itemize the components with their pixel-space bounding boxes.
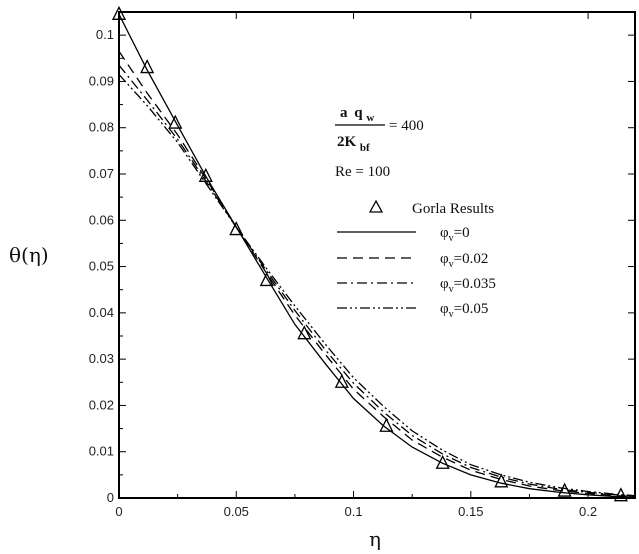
legend-label-phi0-sub: v [449, 233, 454, 244]
legend-label-phi002-sub: v [449, 259, 454, 270]
legend-label-phi005-main: φ [440, 301, 449, 317]
x-axis-title: η [369, 527, 381, 551]
fraction-numerator-q: q [354, 105, 363, 121]
y-tick-label: 0.01 [89, 444, 114, 459]
y-axis-title: θ(η) [9, 243, 49, 267]
fraction-numerator: a q w [340, 105, 374, 124]
gorla-marker [494, 473, 509, 488]
series-line-4 [118, 74, 636, 497]
y-tick-label: 0.07 [89, 166, 114, 181]
legend-label-phi005-rest: =0.05 [454, 301, 489, 317]
fraction-denominator-main: 2K [337, 134, 357, 150]
fraction-denominator: 2K bf [337, 134, 370, 154]
y-tick-label: 0.04 [89, 305, 114, 320]
gorla-marker [140, 59, 155, 74]
legend-label-phi002-rest: =0.02 [454, 251, 489, 267]
y-tick-label: 0.1 [96, 27, 114, 42]
legend-label-phi0-main: φ [440, 225, 449, 241]
annotation-fraction: a q w 2K bf = 400 [335, 105, 424, 154]
gorla-marker [229, 221, 244, 236]
plot-frame [118, 11, 636, 499]
legend-label-phi002: φv=0.02 [440, 251, 488, 270]
series-line-1 [118, 14, 636, 498]
legend-label-phi0035: φv=0.035 [440, 276, 496, 295]
legend-label-phi0-rest: =0 [454, 225, 470, 241]
fraction-denominator-sub: bf [360, 142, 370, 154]
legend-label-phi0035-sub: v [449, 284, 454, 295]
legend-label-phi0035-main: φ [440, 276, 449, 292]
series-line-3 [118, 64, 636, 497]
gorla-marker [168, 114, 183, 129]
legend-label-gorla: Gorla Results [412, 201, 494, 217]
fraction-numerator-sub: w [366, 112, 374, 124]
fraction-numerator-a: a [340, 105, 348, 121]
fraction-value: = 400 [389, 118, 424, 134]
y-tick-label: 0.02 [89, 397, 114, 412]
gorla-marker [259, 272, 274, 287]
gorla-marker [435, 454, 450, 469]
legend-marker-gorla [368, 199, 384, 213]
y-tick-label: 0 [107, 490, 114, 505]
legend-label-phi0: φv=0 [440, 225, 470, 244]
y-tick-label: 0.09 [89, 73, 114, 88]
y-tick-label: 0.05 [89, 259, 114, 274]
x-tick-label: 0.05 [224, 504, 249, 519]
series-layer [111, 5, 636, 502]
legend-label-phi0035-rest: =0.035 [454, 276, 496, 292]
x-tick-label: 0.15 [458, 504, 483, 519]
gorla-marker [334, 373, 349, 388]
y-tick-label: 0.06 [89, 212, 114, 227]
legend-label-phi005-sub: v [449, 309, 454, 320]
reynolds-label: Re = 100 [335, 164, 390, 180]
axes: 0 0.01 0.02 0.03 0.04 0.05 0.06 0.07 0.08 0.09 0.1… [89, 11, 635, 519]
legend-label-phi002-main: φ [440, 251, 449, 267]
gorla-marker [111, 5, 127, 20]
x-tick-label: 0 [115, 504, 122, 519]
x-tick-label: 0.1 [345, 504, 363, 519]
legend: Gorla Results φv=0 φv=0.02 φv=0.035 φv=0… [337, 199, 496, 320]
y-tick-label: 0.08 [89, 120, 114, 135]
legend-label-phi005: φv=0.05 [440, 301, 488, 320]
y-tick-label: 0.03 [89, 351, 114, 366]
x-tick-label: 0.2 [579, 504, 597, 519]
series-line-2 [118, 50, 636, 498]
